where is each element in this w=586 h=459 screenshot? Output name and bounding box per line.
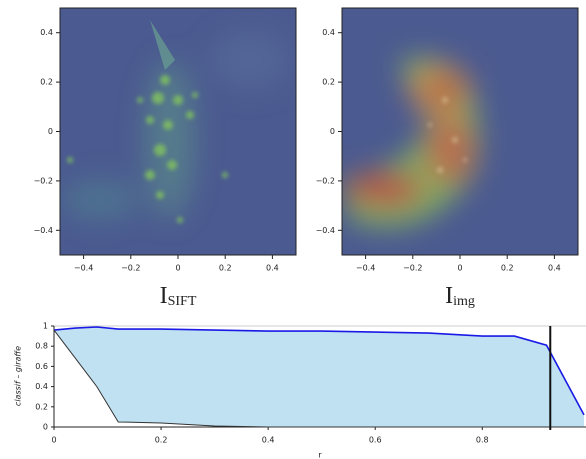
caption-main: I bbox=[160, 283, 168, 309]
x-tick-label: 0.6 bbox=[369, 436, 382, 445]
x-tick-label: 0 bbox=[175, 264, 180, 273]
x-tick-label: 0.8 bbox=[476, 436, 489, 445]
caption-sub: img bbox=[453, 294, 475, 309]
x-tick-label: 0.2 bbox=[501, 264, 514, 273]
line bbox=[53, 326, 585, 416]
y-tick-label: 0.2 bbox=[322, 78, 335, 87]
heatmap-sift bbox=[60, 8, 296, 255]
line bbox=[53, 329, 584, 428]
caption: ISIFT bbox=[160, 283, 197, 310]
x-tick-label: 0.4 bbox=[548, 264, 561, 273]
x-tick-label: 0.2 bbox=[219, 264, 232, 273]
y-tick-label: 1 bbox=[43, 322, 48, 331]
x-tick-label: 0 bbox=[51, 436, 56, 445]
y-tick-label: 0.8 bbox=[35, 342, 48, 351]
y-tick-label: 0 bbox=[43, 423, 48, 432]
x-tick-label: 0.4 bbox=[266, 264, 279, 273]
y-tick-label: 0.4 bbox=[322, 28, 335, 37]
area-fill bbox=[54, 327, 584, 427]
x-tick-label: 0.2 bbox=[155, 436, 168, 445]
caption-main: I bbox=[445, 283, 453, 309]
x-tick-label: −0.2 bbox=[121, 264, 140, 273]
x-tick-label: −0.2 bbox=[403, 264, 422, 273]
y-tick-label: −0.2 bbox=[316, 176, 335, 185]
x-axis-label: r bbox=[318, 451, 322, 459]
x-tick-label: 0.4 bbox=[262, 436, 275, 445]
y-tick-label: 0.2 bbox=[35, 402, 48, 411]
y-axis-label: classif – giraffe bbox=[14, 346, 23, 406]
y-tick-label: −0.2 bbox=[34, 176, 53, 185]
y-tick-label: 0.6 bbox=[35, 362, 48, 371]
y-tick-label: −0.4 bbox=[316, 226, 335, 235]
caption-sub: SIFT bbox=[168, 294, 197, 309]
y-tick-label: 0.2 bbox=[40, 78, 53, 87]
y-tick-label: −0.4 bbox=[34, 226, 53, 235]
x-tick-label: 0 bbox=[457, 264, 462, 273]
heatmap-img bbox=[342, 8, 578, 255]
x-tick-label: −0.4 bbox=[74, 264, 93, 273]
caption: Iimg bbox=[445, 283, 475, 310]
y-tick-label: 0.4 bbox=[35, 382, 48, 391]
y-tick-label: 0 bbox=[330, 127, 335, 136]
x-tick-label: −0.4 bbox=[356, 264, 375, 273]
y-tick-label: 0 bbox=[48, 127, 53, 136]
y-tick-label: 0.4 bbox=[40, 28, 53, 37]
